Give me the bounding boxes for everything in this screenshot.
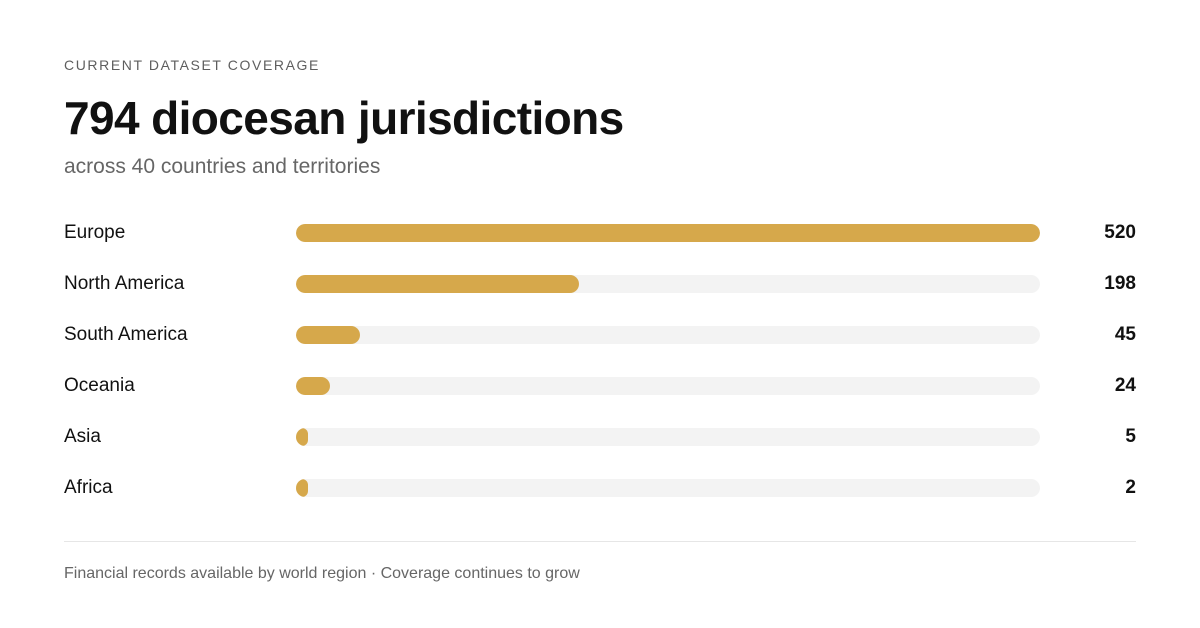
value-label: 24	[1114, 375, 1136, 396]
bar-row: Oceania 24	[64, 371, 1136, 401]
bar-row: Europe 520	[64, 218, 1136, 248]
region-bar-chart: Europe 520 North America 198 South America 45…	[64, 0, 1136, 628]
value-label: 2	[1125, 477, 1136, 498]
subtitle: across 40 countries and territories	[64, 155, 381, 178]
bar	[296, 479, 308, 497]
bar-track	[296, 377, 1040, 395]
eyebrow-label: CURRENT DATASET COVERAGE	[64, 57, 320, 73]
bar	[296, 224, 1040, 242]
value-label: 45	[1114, 324, 1136, 345]
coverage-card: CURRENT DATASET COVERAGE 794 diocesan ju…	[64, 0, 1136, 628]
footnote: Financial records available by world reg…	[64, 565, 580, 582]
bar	[296, 275, 579, 293]
bar-track	[296, 224, 1040, 242]
value-label: 5	[1125, 426, 1136, 447]
category-label: North America	[64, 273, 185, 294]
category-label: Oceania	[64, 375, 135, 396]
bar	[296, 377, 330, 395]
bar-track	[296, 428, 1040, 446]
category-label: South America	[64, 324, 188, 345]
bar-track	[296, 275, 1040, 293]
category-label: Asia	[64, 426, 101, 447]
page-title: 794 diocesan jurisdictions	[64, 92, 624, 144]
bar-row: Africa 2	[64, 473, 1136, 503]
bar-row: Asia 5	[64, 422, 1136, 452]
value-label: 198	[1104, 273, 1136, 294]
bar	[296, 428, 308, 446]
category-label: Africa	[64, 477, 113, 498]
bar-track	[296, 479, 1040, 497]
bar	[296, 326, 360, 344]
divider	[64, 541, 1136, 542]
value-label: 520	[1104, 222, 1136, 243]
category-label: Europe	[64, 222, 126, 243]
bar-row: South America 45	[64, 320, 1136, 350]
bar-track	[296, 326, 1040, 344]
bar-row: North America 198	[64, 269, 1136, 299]
